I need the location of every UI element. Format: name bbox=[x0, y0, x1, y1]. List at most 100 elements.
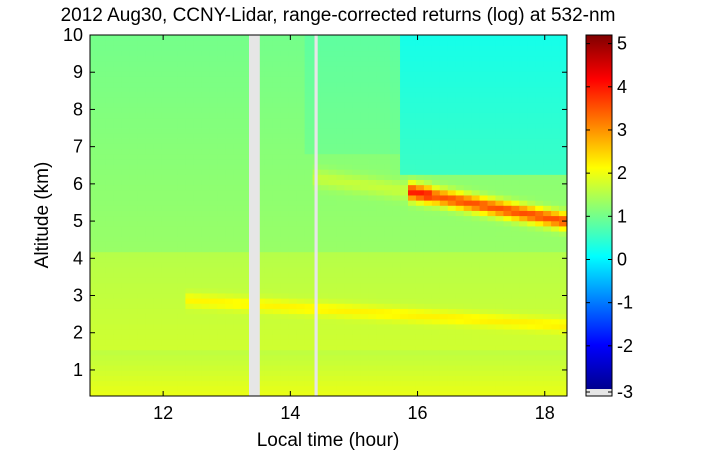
heatmap-cell bbox=[551, 91, 560, 98]
heatmap-cell bbox=[217, 339, 226, 346]
heatmap-cell bbox=[288, 230, 298, 237]
heatmap-cell bbox=[447, 200, 457, 206]
heatmap-cell bbox=[376, 261, 385, 268]
heatmap-cell bbox=[360, 349, 369, 356]
heatmap-cell bbox=[352, 86, 361, 93]
heatmap-cell bbox=[463, 76, 473, 83]
heatmap-cell bbox=[169, 163, 179, 170]
heatmap-cell bbox=[225, 277, 234, 284]
heatmap-cell bbox=[336, 354, 345, 361]
heatmap-cell bbox=[193, 349, 202, 356]
heatmap-cell bbox=[177, 127, 186, 134]
heatmap-cell bbox=[169, 102, 179, 108]
heatmap-cell bbox=[97, 163, 107, 170]
heatmap-cell bbox=[97, 184, 107, 191]
heatmap-cell bbox=[193, 380, 202, 387]
heatmap-cell bbox=[225, 200, 234, 206]
heatmap-cell bbox=[209, 163, 218, 170]
heatmap-cell bbox=[527, 163, 536, 170]
heatmap-cell bbox=[471, 339, 481, 346]
heatmap-cell bbox=[423, 241, 433, 248]
heatmap-cell bbox=[352, 251, 361, 258]
heatmap-cell bbox=[97, 86, 107, 93]
heatmap-cell bbox=[129, 189, 139, 196]
heatmap-cell bbox=[121, 205, 131, 211]
heatmap-cell bbox=[113, 40, 123, 46]
heatmap-cell bbox=[241, 194, 250, 201]
heatmap-cell bbox=[296, 298, 306, 304]
heatmap-cell bbox=[336, 225, 345, 232]
heatmap-cell bbox=[304, 287, 314, 294]
heatmap-cell bbox=[97, 267, 107, 273]
heatmap-cell bbox=[400, 127, 409, 134]
heatmap-cell bbox=[105, 107, 115, 113]
heatmap-cell bbox=[241, 370, 250, 376]
heatmap-cell bbox=[121, 112, 131, 119]
heatmap-cell bbox=[376, 45, 385, 52]
heatmap-cell bbox=[217, 323, 226, 330]
heatmap-cell bbox=[177, 380, 186, 387]
heatmap-cell bbox=[113, 158, 123, 165]
heatmap-cell bbox=[479, 148, 489, 155]
heatmap-cell bbox=[304, 107, 314, 113]
heatmap-cell bbox=[288, 303, 298, 309]
heatmap-cell bbox=[209, 35, 218, 41]
plot-area bbox=[90, 35, 567, 396]
heatmap-cell bbox=[471, 200, 481, 206]
heatmap-cell bbox=[320, 282, 330, 289]
heatmap-cell bbox=[439, 318, 449, 325]
heatmap-cell bbox=[328, 55, 338, 62]
heatmap-cell bbox=[288, 385, 298, 392]
heatmap-cell bbox=[97, 349, 107, 356]
heatmap-cell bbox=[161, 60, 171, 67]
heatmap-cell bbox=[408, 205, 417, 211]
heatmap-cell bbox=[90, 344, 99, 351]
heatmap-cell bbox=[559, 163, 567, 170]
heatmap-cell bbox=[471, 76, 481, 83]
heatmap-cell bbox=[90, 380, 99, 387]
heatmap-cell bbox=[415, 60, 425, 67]
heatmap-cell bbox=[90, 308, 99, 315]
heatmap-cell bbox=[233, 241, 242, 248]
heatmap-cell bbox=[201, 148, 210, 155]
heatmap-cell bbox=[423, 71, 433, 77]
heatmap-cell bbox=[368, 298, 377, 304]
heatmap-cell bbox=[408, 127, 417, 134]
heatmap-cell bbox=[447, 349, 457, 356]
heatmap-cell bbox=[97, 261, 107, 268]
heatmap-cell bbox=[264, 267, 274, 273]
heatmap-cell bbox=[256, 148, 266, 155]
heatmap-cell bbox=[559, 370, 567, 376]
heatmap-cell bbox=[344, 205, 353, 211]
heatmap-cell bbox=[304, 328, 314, 335]
heatmap-cell bbox=[209, 292, 218, 299]
heatmap-cell bbox=[400, 267, 409, 273]
heatmap-cell bbox=[503, 230, 512, 237]
heatmap-cell bbox=[304, 163, 314, 170]
heatmap-cell bbox=[447, 158, 457, 165]
heatmap-cell bbox=[201, 71, 210, 77]
heatmap-cell bbox=[105, 251, 115, 258]
heatmap-cell bbox=[447, 122, 457, 129]
heatmap-cell bbox=[336, 261, 345, 268]
heatmap-cell bbox=[320, 35, 330, 41]
heatmap-cell bbox=[519, 236, 528, 242]
heatmap-cell bbox=[527, 117, 536, 124]
heatmap-cell bbox=[304, 65, 314, 72]
heatmap-cell bbox=[241, 323, 250, 330]
heatmap-cell bbox=[527, 313, 536, 320]
heatmap-cell bbox=[217, 287, 226, 294]
heatmap-cell bbox=[559, 102, 567, 108]
heatmap-cell bbox=[328, 45, 338, 52]
heatmap-cell bbox=[551, 143, 560, 150]
heatmap-cell bbox=[233, 91, 242, 98]
heatmap-cell bbox=[256, 132, 266, 139]
heatmap-cell bbox=[185, 112, 194, 119]
heatmap-cell bbox=[511, 153, 520, 160]
heatmap-cell bbox=[97, 112, 107, 119]
heatmap-cell bbox=[400, 390, 409, 396]
heatmap-cell bbox=[145, 344, 155, 351]
heatmap-cell bbox=[463, 210, 473, 217]
heatmap-cell bbox=[193, 163, 202, 170]
heatmap-cell bbox=[551, 251, 560, 258]
